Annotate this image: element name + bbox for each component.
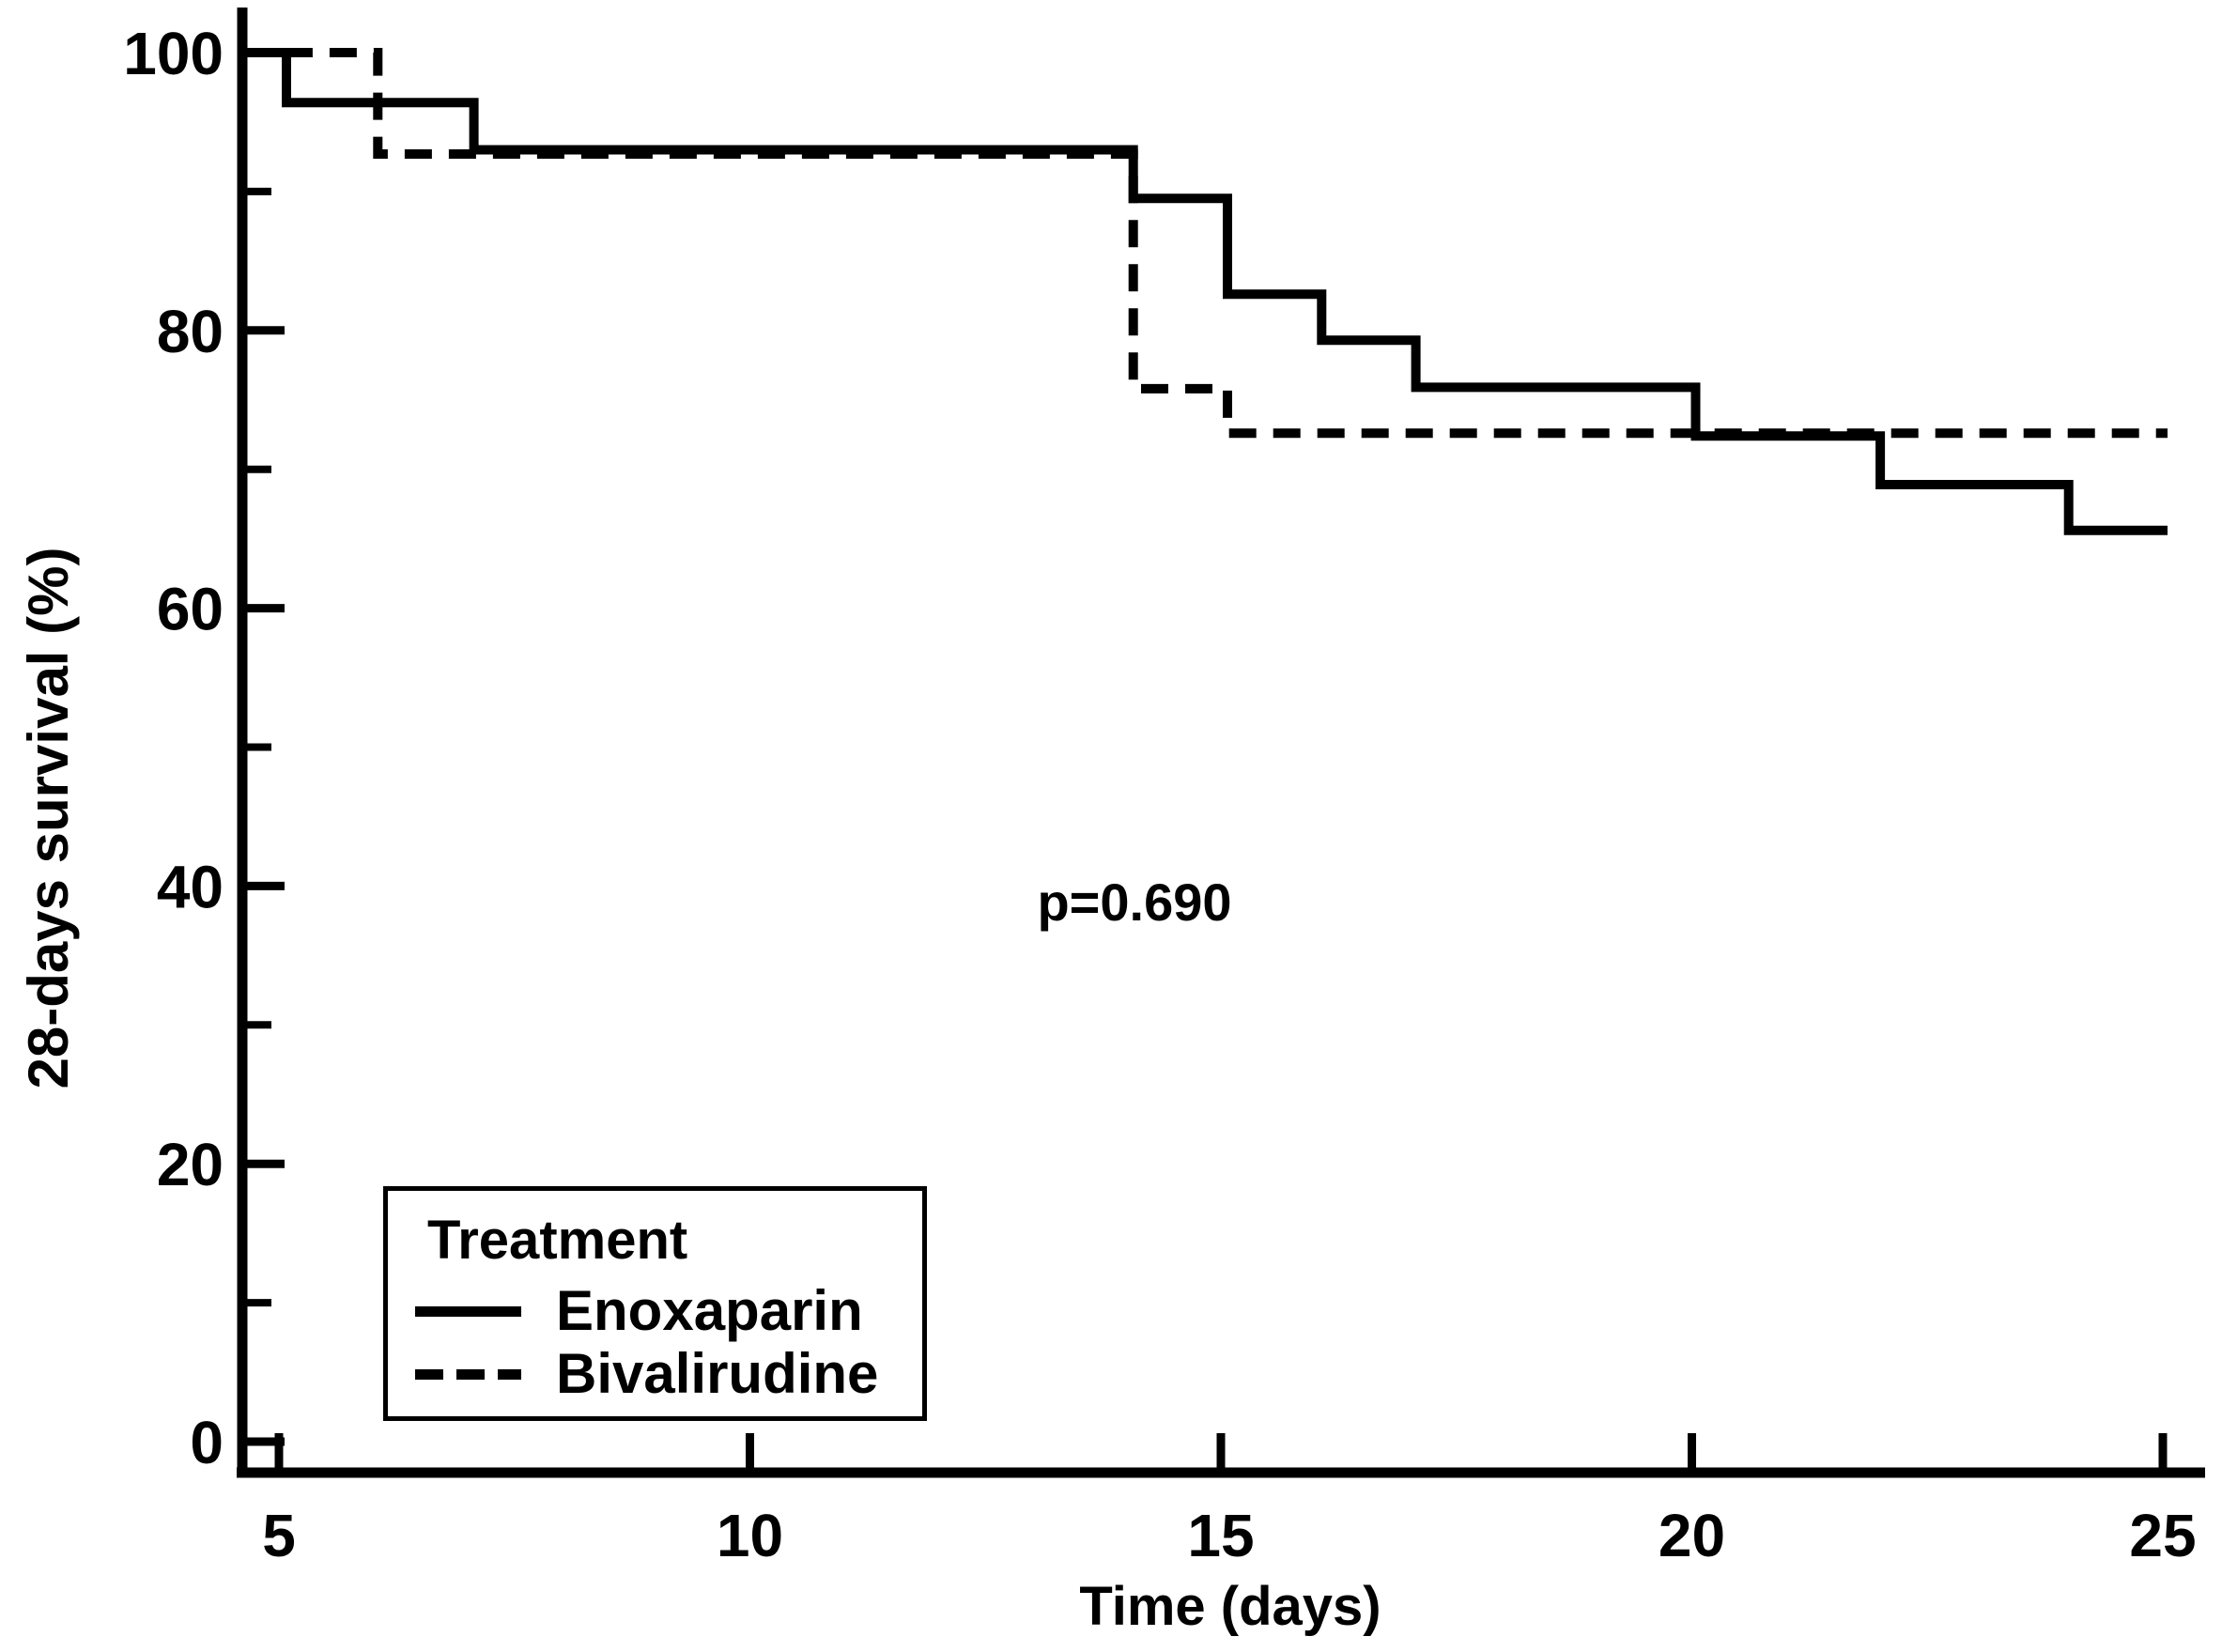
y-tick-label-60: 60	[157, 576, 224, 643]
x-tick-label-5: 5	[262, 1502, 296, 1569]
dashed-line-sample-icon	[415, 1369, 521, 1380]
y-tick-label-100: 100	[123, 20, 224, 87]
y-axis-title: 28-days survival (%)	[17, 547, 80, 1089]
y-tick-label-80: 80	[157, 298, 224, 365]
p-value-annotation: p=0.690	[1037, 872, 1232, 932]
curve-bivalirudine	[240, 48, 2168, 439]
solid-line-sample-icon	[415, 1306, 521, 1317]
x-tick-label-10: 10	[717, 1502, 783, 1569]
x-tick-label-15: 15	[1187, 1502, 1254, 1569]
x-axis-title: Time (days)	[1079, 1576, 1381, 1637]
legend-label-bivalirudine: Bivalirudine	[556, 1342, 879, 1405]
y-tick-label-0: 0	[190, 1409, 224, 1476]
curve-enoxaparin	[240, 48, 2168, 535]
legend-entry-bivalirudine: Bivalirudine	[388, 1341, 922, 1407]
x-tick-label-25: 25	[2129, 1502, 2196, 1569]
y-tick-label-40: 40	[157, 853, 224, 920]
x-tick-label-20: 20	[1659, 1502, 1725, 1569]
legend-label-enoxaparin: Enoxaparin	[556, 1279, 863, 1342]
legend-box: Treatment Enoxaparin Bivalirudine	[383, 1186, 927, 1421]
legend-entry-enoxaparin: Enoxaparin	[388, 1278, 922, 1344]
legend-title: Treatment	[427, 1210, 688, 1271]
y-tick-label-20: 20	[157, 1131, 224, 1198]
